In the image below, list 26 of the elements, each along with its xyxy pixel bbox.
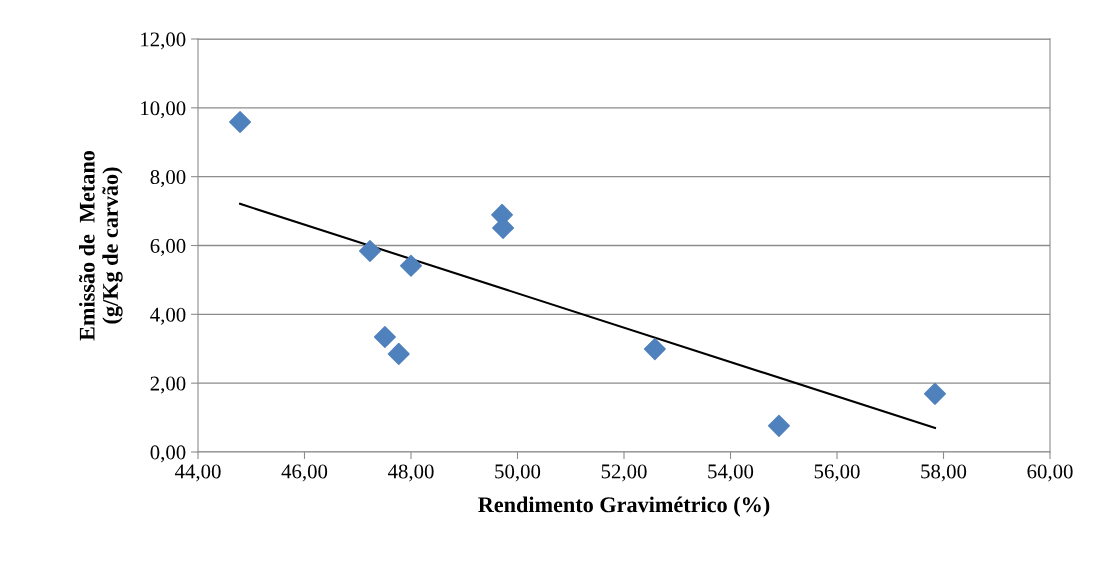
x-tick-label: 60,00 [1027,464,1073,482]
x-tick-label: 52,00 [601,464,647,482]
y-tick-label: 8,00 [150,170,186,188]
x-tick-label: 44,00 [174,464,221,482]
point [643,338,666,361]
point [767,414,790,437]
y-tick-label: 4,00 [150,307,186,325]
x-tick-label: 54,00 [708,464,754,482]
x-tick-label: 50,00 [495,464,541,482]
y-tick-label: 6,00 [150,238,186,256]
x-tick-label: 48,00 [387,464,434,482]
y-tick-label: 0,00 [150,445,186,463]
point [387,342,410,365]
y-tick-label: 2,00 [150,376,186,394]
point [359,240,381,263]
y-axis-title: Emissão de Metano (g/Kg de carvão) [79,150,123,341]
y-tick-label: 12,00 [141,32,186,50]
x-axis-title: Rendimento Gravimétrico (%) [478,496,770,517]
x-tick-label: 46,00 [281,464,328,482]
x-tick-label: 58,00 [921,464,967,482]
point [373,326,396,349]
point [400,254,422,277]
point [229,110,252,133]
x-tick-label: 56,00 [814,464,860,482]
point [923,382,946,405]
y-tick-label: 10,00 [141,101,186,119]
